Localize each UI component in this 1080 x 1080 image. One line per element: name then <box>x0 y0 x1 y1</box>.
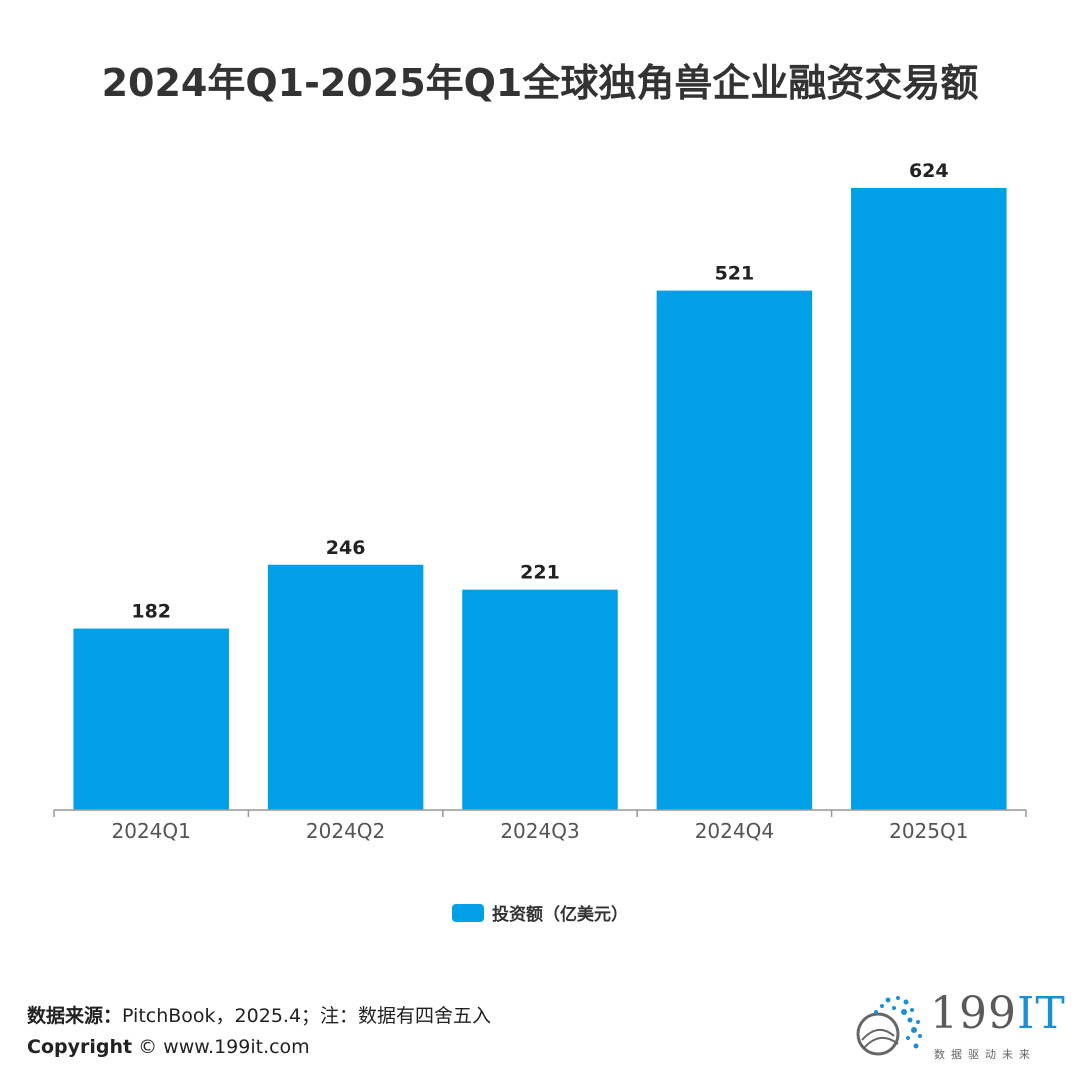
source-label: 数据来源： <box>27 1005 123 1027</box>
value-labels-group: 182 246 221 521 624 <box>131 160 948 623</box>
bar-2025Q1 <box>851 187 1007 811</box>
data-label-2024Q1: 182 <box>131 601 171 623</box>
data-label-2024Q3: 221 <box>520 562 560 584</box>
legend-label: 投资额（亿美元） <box>492 905 628 925</box>
logo-slogan: 数据驱动未来 <box>934 1048 1036 1061</box>
bars-group <box>73 187 1007 811</box>
x-tick-label-2024Q1: 2024Q1 <box>112 819 191 843</box>
copyright-label: Copyright <box>27 1036 133 1058</box>
x-tick-label-2024Q3: 2024Q3 <box>500 819 579 843</box>
chart-title: 2024年Q1-2025年Q1全球独角兽企业融资交易额 <box>101 61 979 105</box>
bar-2024Q1 <box>73 628 229 810</box>
data-label-2024Q2: 246 <box>326 537 366 559</box>
bar-2024Q3 <box>462 589 618 810</box>
x-tick-label-2024Q4: 2024Q4 <box>695 819 774 843</box>
x-axis: 2024Q1 2024Q2 2024Q3 2024Q4 2025Q1 <box>53 809 1027 843</box>
copyright-text: © www.199it.com <box>138 1036 310 1058</box>
x-tick-label-2025Q1: 2025Q1 <box>889 819 968 843</box>
legend: 投资额（亿美元） <box>0 900 1080 925</box>
source-text: PitchBook，2025.4；注：数据有四舍五入 <box>122 1005 492 1027</box>
logo-it: IT <box>1016 988 1066 1039</box>
logo-199it: 199IT 数据驱动未来 <box>848 988 1065 1064</box>
source-note: 数据来源：PitchBook，2025.4；注：数据有四舍五入 <box>27 1001 491 1028</box>
legend-swatch <box>452 903 484 922</box>
bar-2024Q2 <box>267 564 424 810</box>
logo-text: 199IT <box>930 988 1066 1039</box>
copyright-note: Copyright © www.199it.com <box>27 1036 310 1058</box>
x-tick-label-2024Q2: 2024Q2 <box>306 819 385 843</box>
logo-digits: 199 <box>930 988 1017 1039</box>
network-globe-icon <box>856 996 922 1056</box>
data-label-2024Q4: 521 <box>715 263 755 285</box>
bar-chart: 182 246 221 521 624 2024Q1 2024Q2 2024Q3 2024Q4… <box>53 160 1027 843</box>
bar-2024Q4 <box>656 290 813 810</box>
data-label-2025Q1: 624 <box>909 160 949 182</box>
